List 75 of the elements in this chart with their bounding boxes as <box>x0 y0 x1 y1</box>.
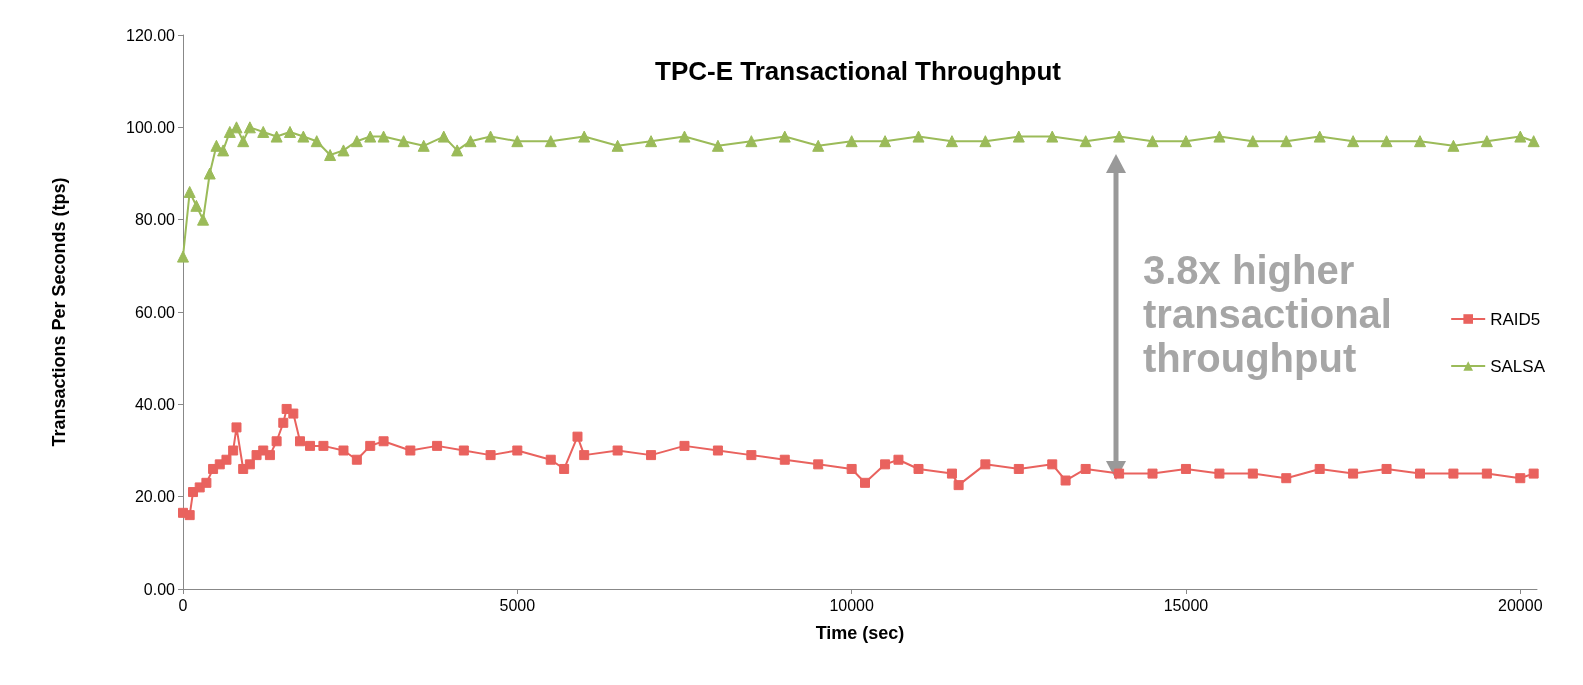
x-tick-label: 15000 <box>1163 596 1209 614</box>
point <box>979 135 992 148</box>
point <box>1380 135 1393 148</box>
y-tick-label: 100.00 <box>126 118 176 136</box>
y-axis-title: Transactions Per Seconds (tps) <box>49 177 69 447</box>
point <box>912 130 925 143</box>
point <box>310 135 323 148</box>
point <box>1246 135 1259 148</box>
x-tick-label: 10000 <box>829 596 874 614</box>
point <box>190 199 203 212</box>
y-tick-label: 20.00 <box>134 488 176 506</box>
point <box>464 135 477 148</box>
point <box>845 135 858 148</box>
point <box>484 130 497 143</box>
text: TPC-E Transactional Throughput <box>655 56 1062 86</box>
point <box>879 135 892 148</box>
x-tick-label: 5000 <box>499 596 536 614</box>
point <box>337 144 350 157</box>
y-tick-label: 40.00 <box>134 395 176 413</box>
point <box>1012 130 1025 143</box>
point <box>364 130 377 143</box>
point <box>377 130 390 143</box>
point <box>544 135 557 148</box>
point <box>1280 135 1293 148</box>
point <box>812 139 825 152</box>
point <box>283 125 296 138</box>
point <box>223 125 236 138</box>
point <box>243 121 256 134</box>
point <box>1527 135 1540 148</box>
annotation: 3.8x higher transactional throughput <box>1143 248 1404 380</box>
point <box>645 135 658 148</box>
point <box>1480 135 1493 148</box>
point <box>217 144 230 157</box>
point <box>1447 139 1460 152</box>
point <box>237 135 250 148</box>
point <box>745 135 758 148</box>
point <box>511 135 524 148</box>
point <box>437 130 450 143</box>
point <box>778 130 791 143</box>
y-tick-label: 60.00 <box>134 303 176 321</box>
point <box>1347 135 1360 148</box>
point <box>1213 130 1226 143</box>
point <box>397 135 410 148</box>
point <box>417 139 430 152</box>
point <box>183 185 196 198</box>
point <box>711 139 724 152</box>
point <box>324 149 337 162</box>
point <box>257 125 270 138</box>
y-tick-label: 0.00 <box>143 580 176 598</box>
x-tick-label: 0 <box>178 596 188 614</box>
point <box>611 139 624 152</box>
point <box>578 130 591 143</box>
point <box>678 130 691 143</box>
point <box>1413 135 1426 148</box>
legend-label: SALSA <box>1490 356 1546 376</box>
x-tick-label: 20000 <box>1498 596 1543 614</box>
point <box>297 130 310 143</box>
point <box>350 135 363 148</box>
point <box>1313 130 1326 143</box>
x-axis-title: Time (sec) <box>815 623 905 643</box>
y-tick-label: 80.00 <box>134 211 176 229</box>
point <box>451 144 464 157</box>
point <box>1179 135 1192 148</box>
point <box>1113 130 1126 143</box>
point <box>1514 130 1527 143</box>
y-tick-label: 120.00 <box>126 26 176 44</box>
point <box>1079 135 1092 148</box>
point <box>1146 135 1159 148</box>
point <box>177 250 189 263</box>
point <box>1046 130 1059 143</box>
point <box>945 135 958 148</box>
point <box>197 213 210 226</box>
point <box>203 167 216 180</box>
legend-label: RAID5 <box>1490 309 1541 329</box>
point <box>270 130 283 143</box>
